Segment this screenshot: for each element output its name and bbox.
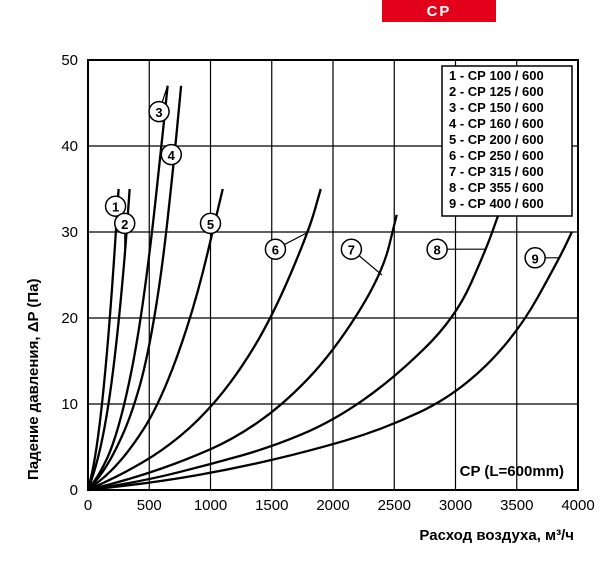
svg-text:50: 50 xyxy=(61,52,78,69)
svg-text:7 - СР 315 / 600: 7 - СР 315 / 600 xyxy=(449,164,544,179)
svg-text:6 - СР 250 / 600: 6 - СР 250 / 600 xyxy=(449,148,544,163)
svg-text:1: 1 xyxy=(112,200,119,215)
svg-text:4000: 4000 xyxy=(561,497,594,514)
svg-text:1 - СР 100 / 600: 1 - СР 100 / 600 xyxy=(449,68,544,83)
svg-text:Расход воздуха, м³/ч: Расход воздуха, м³/ч xyxy=(419,527,574,544)
svg-text:2 - СР 125 / 600: 2 - СР 125 / 600 xyxy=(449,84,544,99)
svg-text:30: 30 xyxy=(61,224,78,241)
svg-text:1500: 1500 xyxy=(255,497,288,514)
svg-text:3000: 3000 xyxy=(439,497,472,514)
svg-text:8: 8 xyxy=(434,243,441,258)
series-badge: CP xyxy=(382,0,496,22)
series-6 xyxy=(88,189,321,490)
svg-text:3500: 3500 xyxy=(500,497,533,514)
svg-text:3: 3 xyxy=(155,105,162,120)
svg-text:CP (L=600mm): CP (L=600mm) xyxy=(460,463,564,480)
svg-text:3 - СР 150 / 600: 3 - СР 150 / 600 xyxy=(449,100,544,115)
svg-text:2500: 2500 xyxy=(378,497,411,514)
svg-text:0: 0 xyxy=(70,482,78,499)
svg-text:20: 20 xyxy=(61,310,78,327)
svg-text:4: 4 xyxy=(168,148,176,163)
svg-text:10: 10 xyxy=(61,396,78,413)
svg-text:5 - СР 200 / 600: 5 - СР 200 / 600 xyxy=(449,132,544,147)
svg-text:9 - СР 400 / 600: 9 - СР 400 / 600 xyxy=(449,196,544,211)
svg-text:2: 2 xyxy=(121,217,128,232)
series-1 xyxy=(88,189,119,490)
svg-text:8 - СР 355 / 600: 8 - СР 355 / 600 xyxy=(449,180,544,195)
svg-text:5: 5 xyxy=(207,217,214,232)
svg-text:40: 40 xyxy=(61,138,78,155)
svg-text:0: 0 xyxy=(84,497,92,514)
svg-text:500: 500 xyxy=(137,497,162,514)
svg-text:Падение давления, ΔP (Па): Падение давления, ΔP (Па) xyxy=(25,278,42,480)
svg-text:4 - СР 160 / 600: 4 - СР 160 / 600 xyxy=(449,116,544,131)
svg-text:7: 7 xyxy=(348,243,355,258)
svg-text:6: 6 xyxy=(272,243,279,258)
svg-text:2000: 2000 xyxy=(316,497,349,514)
pressure-drop-chart: 0 500 1000 1500 2000 2500 3000 3500 4000 0 10 20 30 4… xyxy=(0,22,611,565)
svg-text:1000: 1000 xyxy=(194,497,227,514)
chart-container: CP 0 500 1000 1500 2000 2500 3000 3500 4000 0 10 20… xyxy=(0,0,611,565)
svg-text:9: 9 xyxy=(532,251,539,266)
